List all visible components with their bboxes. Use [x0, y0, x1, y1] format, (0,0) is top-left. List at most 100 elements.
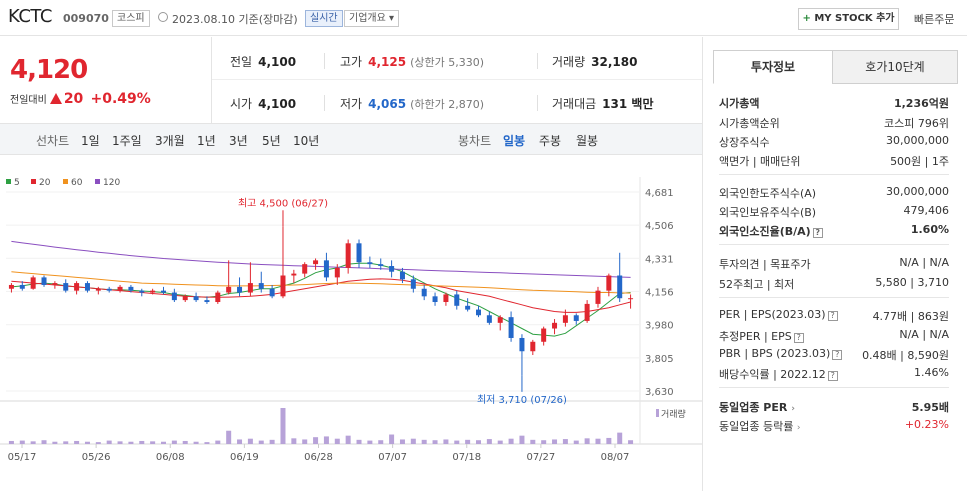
volume-bar [84, 441, 90, 444]
period-5y[interactable]: 5년 [262, 134, 281, 148]
period-1w[interactable]: 1주일 [112, 134, 142, 148]
market-cap-value: 1,236억원 [893, 97, 949, 110]
volume-bar [128, 441, 134, 444]
candle-body [171, 292, 177, 301]
candle-daily[interactable]: 일봉 [503, 134, 526, 148]
live-badge[interactable]: 실시간 [305, 10, 343, 27]
stock-code: 009070 [63, 12, 109, 25]
sector-per-value: 5.95배 [911, 401, 949, 414]
legend-label-20: 20 [39, 178, 51, 188]
candle-body [161, 290, 166, 293]
volume-bar [323, 436, 329, 444]
period-10y[interactable]: 10년 [293, 134, 320, 148]
info-pbr: PBR | BPS (2023.03)? 0.48배 | 8,590원 [719, 347, 949, 362]
volume-bar [432, 440, 438, 444]
y-tick-label: 4,506 [645, 221, 674, 232]
volume-bar [541, 440, 547, 444]
candle-chart-label: 봉차트 [458, 134, 492, 148]
quote-high-label: 고가 [340, 55, 363, 69]
volume-bar [443, 439, 449, 444]
legend-label-60: 60 [71, 178, 83, 188]
period-3m[interactable]: 3개월 [155, 134, 185, 148]
volume-bar [204, 442, 210, 444]
candle-body [421, 288, 427, 297]
foreign-limit-value: 30,000,000 [886, 185, 949, 198]
foreign-ratio-value: 1.60% [910, 223, 949, 236]
candle-body [573, 315, 579, 321]
info-foreign-ratio: 외국인소진율(B/A)? 1.60% [719, 223, 949, 239]
foreign-hold-label: 외국인보유주식수(B) [719, 206, 817, 219]
volume-bar [95, 442, 101, 444]
candle-monthly[interactable]: 월봉 [576, 134, 599, 148]
candlestick-chart: 5 20 60 120 4,681 4,506 4,331 4,156 3,980 3,805 3,… [0, 177, 702, 463]
legend-label-5: 5 [14, 178, 20, 188]
help-icon[interactable]: ? [812, 228, 823, 238]
quote-high: 고가 4,125 (상한가 5,330) [340, 53, 484, 70]
clock-icon [158, 12, 168, 22]
legend-label-120: 120 [103, 178, 120, 188]
ma-line-20 [11, 278, 631, 313]
volume-bar [269, 439, 275, 444]
quote-low-value: 4,065 [368, 97, 407, 111]
volume-bar [171, 440, 177, 444]
candle-body [552, 322, 558, 329]
candle-body [476, 309, 481, 316]
candle-body [389, 266, 395, 272]
pbr-value: 0.48배 | 8,590원 [862, 349, 949, 362]
tab-invest-info[interactable]: 투자정보 [713, 50, 833, 84]
info-sector-per[interactable]: 동일업종 PER › 5.95배 [719, 399, 949, 415]
face-value: 500원 | 1주 [890, 155, 949, 168]
period-3y[interactable]: 3년 [229, 134, 248, 148]
price-panel: 4,120 전일대비 20 +0.49% [0, 37, 212, 123]
stock-name: KCTC [8, 6, 52, 27]
info-sector-rate[interactable]: 동일업종 등락률 › +0.23% [719, 418, 949, 434]
chevron-down-icon: ▾ [389, 13, 395, 24]
info-tabs: 투자정보 호가10단계 [713, 50, 958, 84]
info-shares: 상장주식수 30,000,000 [719, 134, 949, 150]
candle-body [8, 284, 14, 289]
candle-body [595, 290, 601, 304]
volume-bar [508, 438, 514, 444]
help-icon[interactable]: ? [793, 333, 804, 343]
low-annotation: 최저 3,710 (07/26) [477, 394, 567, 406]
candle-body [74, 283, 80, 291]
period-1y[interactable]: 1년 [197, 134, 216, 148]
tab-hoga-10[interactable]: 호가10단계 [832, 50, 958, 84]
company-info-dropdown[interactable]: 기업개요 ▾ [344, 10, 400, 27]
line-chart-label: 선차트 [36, 134, 70, 148]
candle-body [247, 283, 253, 293]
up-triangle-icon [49, 93, 62, 104]
info-foreign-limit: 외국인한도주식수(A) 30,000,000 [719, 185, 949, 201]
face-label: 액면가 | 매매단위 [719, 155, 801, 168]
opinion-label: 투자의견 | 목표주가 [719, 258, 811, 271]
volume-bar [486, 439, 492, 444]
x-tick-label: 06/28 [304, 452, 333, 463]
info-per: PER | EPS(2023.03)? 4.77배 | 863원 [719, 308, 949, 323]
foreign-limit-label: 외국인한도주식수(A) [719, 187, 817, 200]
volume-bar [389, 434, 395, 444]
volume-bar [497, 440, 503, 444]
candle-body [519, 337, 525, 352]
help-icon[interactable]: ? [832, 350, 843, 360]
info-est-per: 추정PER | EPS? N/A | N/A [719, 328, 949, 344]
candle-body [486, 315, 492, 323]
candle-body [432, 296, 438, 303]
volume-bar [161, 441, 166, 444]
help-icon[interactable]: ? [827, 371, 838, 381]
quick-order-link[interactable]: 빠른주문 [914, 13, 955, 26]
help-icon[interactable]: ? [827, 311, 838, 321]
candle-body [215, 292, 221, 303]
my-stock-add-button[interactable]: + MY STOCK 추가 [798, 8, 899, 30]
period-1d[interactable]: 1일 [81, 134, 100, 148]
market-badge: 코스피 [112, 10, 150, 27]
shares-value: 30,000,000 [886, 134, 949, 147]
y-tick-label: 3,805 [645, 354, 674, 365]
volume-bar [378, 440, 384, 444]
candle-weekly[interactable]: 주봉 [539, 134, 562, 148]
volume-bar [313, 437, 319, 444]
x-tick-label: 05/17 [8, 452, 37, 463]
rank-label: 시가총액순위 [719, 117, 780, 130]
stock-chart[interactable]: 5 20 60 120 4,681 4,506 4,331 4,156 3,980 3,805 3,… [0, 155, 702, 491]
candle-body [139, 290, 145, 293]
info-opinion: 투자의견 | 목표주가 N/A | N/A [719, 256, 949, 272]
